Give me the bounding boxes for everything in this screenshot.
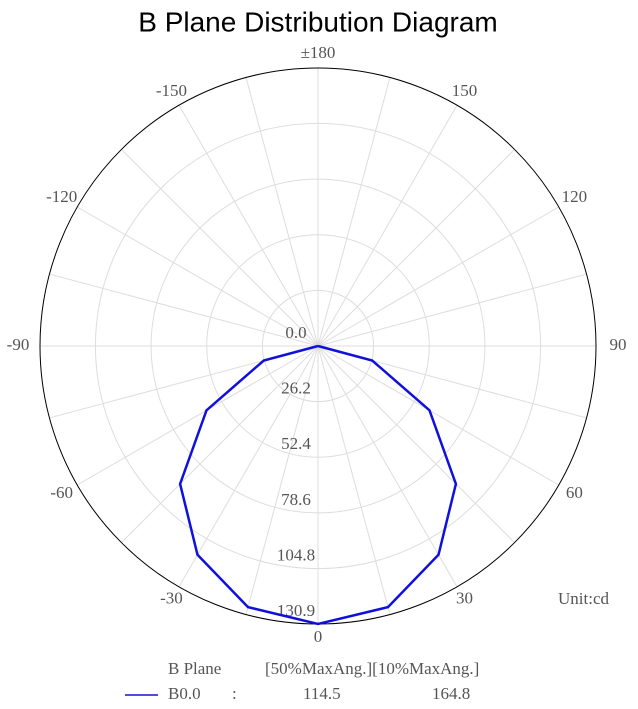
legend-stat: 114.5: [303, 684, 341, 703]
angle-label: -60: [50, 483, 73, 502]
grid-spoke: [76, 206, 319, 347]
angle-label: 120: [562, 187, 588, 206]
grid-spoke: [49, 273, 319, 347]
grid-spoke: [317, 345, 391, 615]
grid-spoke: [317, 149, 515, 347]
grid-spoke: [76, 345, 319, 486]
grid-spoke: [317, 345, 515, 543]
legend-separator: :: [232, 684, 237, 703]
angle-label: 0: [314, 627, 323, 646]
grid-spoke: [317, 77, 391, 347]
r-tick-label: 78.6: [281, 490, 311, 509]
legend-stat: 164.8: [432, 684, 470, 703]
angle-label: -90: [7, 335, 30, 354]
r-tick-label: 104.8: [277, 545, 315, 564]
grid-spoke: [121, 149, 319, 347]
angle-label: -30: [160, 589, 183, 608]
angle-label: ±180: [301, 43, 336, 62]
grid-spoke: [178, 104, 319, 347]
grid-spoke: [317, 345, 458, 588]
legend-header: B Plane: [168, 659, 221, 678]
unit-label: Unit:cd: [558, 589, 609, 608]
legend-header: [50%MaxAng.][10%MaxAng.]: [265, 659, 479, 678]
angle-label: 60: [566, 483, 583, 502]
angle-label: -150: [156, 81, 187, 100]
grid-spoke: [245, 345, 319, 615]
grid-spoke: [317, 206, 560, 347]
r-tick-label: 0.0: [285, 323, 306, 342]
legend-name: B0.0: [168, 684, 201, 703]
r-tick-label: 130.9: [277, 601, 315, 620]
angle-label: -120: [46, 187, 77, 206]
r-tick-label: 52.4: [281, 434, 311, 453]
grid-spoke: [317, 345, 560, 486]
series-line: [178, 344, 458, 626]
grid-spoke: [121, 345, 319, 543]
grid-spoke: [245, 77, 319, 347]
angle-label: 90: [610, 335, 627, 354]
angle-label: 30: [456, 589, 473, 608]
r-tick-label: 26.2: [281, 379, 311, 398]
grid-spoke: [317, 273, 587, 347]
grid-spoke: [178, 345, 319, 588]
chart-title: B Plane Distribution Diagram: [138, 6, 498, 37]
angle-label: 150: [452, 81, 478, 100]
grid-spoke: [317, 104, 458, 347]
